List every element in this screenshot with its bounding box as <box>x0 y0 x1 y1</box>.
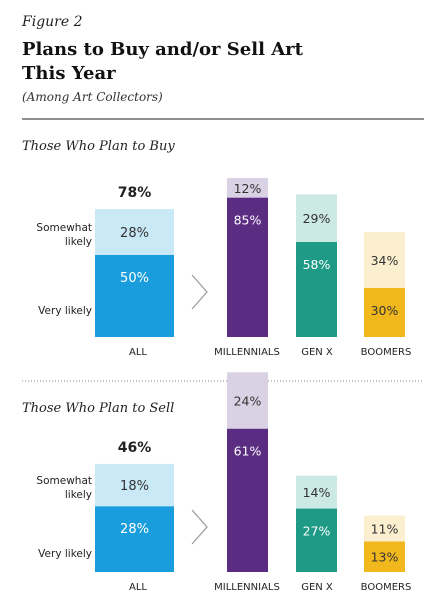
buy-label-millennials-somewhat-likely: 12% <box>234 181 262 196</box>
buy-bar-gen-x-somewhat-likely <box>296 194 337 242</box>
sell-label-boomers-somewhat-likely: 11% <box>371 522 399 537</box>
figure-title-line2: This Year <box>22 63 116 84</box>
buy-bar-millennials-somewhat-likely <box>227 177 268 198</box>
buy-total-label: 78% <box>118 185 152 201</box>
sell-label-gen-x-somewhat-likely: 14% <box>303 485 331 500</box>
sell-category-millennials: MILLENNIALS <box>214 582 280 593</box>
buy-chart: 50% 28% ALL 78% Somewhat likely Very likely 85%… <box>36 177 412 358</box>
sell-legend-somewhat-line2: likely <box>65 489 92 501</box>
buy-bar-boomers-somewhat-likely <box>364 232 405 288</box>
sell-label-all-somewhat-likely: 18% <box>120 479 149 494</box>
buy-label-gen-x-somewhat-likely: 29% <box>303 211 331 226</box>
sell-label-millennials-very-likely: 61% <box>234 444 262 459</box>
buy-label-boomers-very-likely: 30% <box>371 303 399 318</box>
buy-bar-boomers-very-likely <box>364 287 405 337</box>
buy-legend-somewhat-line1: Somewhat <box>36 222 92 234</box>
buy-bar-gen-x-very-likely <box>296 241 337 337</box>
buy-label-all-somewhat-likely: 28% <box>120 226 149 241</box>
buy-bar-all-very-likely <box>95 255 174 337</box>
buy-category-all: ALL <box>129 347 147 358</box>
sell-total-label: 46% <box>118 440 152 456</box>
sell-legend-very-likely: Very likely <box>38 548 92 560</box>
buy-category-millennials: MILLENNIALS <box>214 347 280 358</box>
sell-label-boomers-very-likely: 13% <box>371 550 399 565</box>
sell-section-title: Those Who Plan to Sell <box>22 401 174 416</box>
sell-bar-millennials-somewhat-likely <box>227 372 268 429</box>
buy-section-title: Those Who Plan to Buy <box>22 139 175 154</box>
buy-label-millennials-very-likely: 85% <box>234 213 262 228</box>
sell-category-all: ALL <box>129 582 147 593</box>
figure-title-line1: Plans to Buy and/or Sell Art <box>22 39 304 60</box>
sell-bar-all-somewhat-likely <box>95 463 174 507</box>
sell-label-millennials-somewhat-likely: 24% <box>234 393 262 408</box>
buy-label-all-very-likely: 50% <box>120 271 149 286</box>
sell-label-gen-x-very-likely: 27% <box>303 524 331 539</box>
sell-category-gen-x: GEN X <box>301 582 333 593</box>
figure-subtitle: (Among Art Collectors) <box>22 90 163 104</box>
sell-bar-gen-x-very-likely <box>296 508 337 572</box>
buy-chevron-icon <box>191 274 208 310</box>
sell-legend-somewhat-line1: Somewhat <box>36 475 92 487</box>
sell-bar-millennials-very-likely <box>227 428 268 572</box>
buy-category-boomers: BOOMERS <box>361 347 412 358</box>
sell-chart: 28% 18% ALL 46% Somewhat likely Very likely 61%… <box>36 372 411 593</box>
buy-category-gen-x: GEN X <box>301 347 333 358</box>
buy-label-boomers-somewhat-likely: 34% <box>371 253 399 268</box>
buy-legend-somewhat-line2: likely <box>65 236 92 248</box>
sell-category-boomers: BOOMERS <box>361 582 412 593</box>
sell-bar-all-very-likely <box>95 506 174 572</box>
sell-label-all-very-likely: 28% <box>120 522 149 537</box>
sell-chevron-icon <box>191 509 208 545</box>
sell-bar-gen-x-somewhat-likely <box>296 475 337 509</box>
figure-label: Figure 2 <box>21 14 83 30</box>
buy-bar-all-somewhat-likely <box>95 209 174 255</box>
buy-bar-millennials-very-likely <box>227 197 268 337</box>
buy-legend-very-likely: Very likely <box>38 305 92 317</box>
buy-label-gen-x-very-likely: 58% <box>303 257 331 272</box>
sell-bar-boomers-somewhat-likely <box>364 515 405 542</box>
sell-bar-boomers-very-likely <box>364 541 405 572</box>
